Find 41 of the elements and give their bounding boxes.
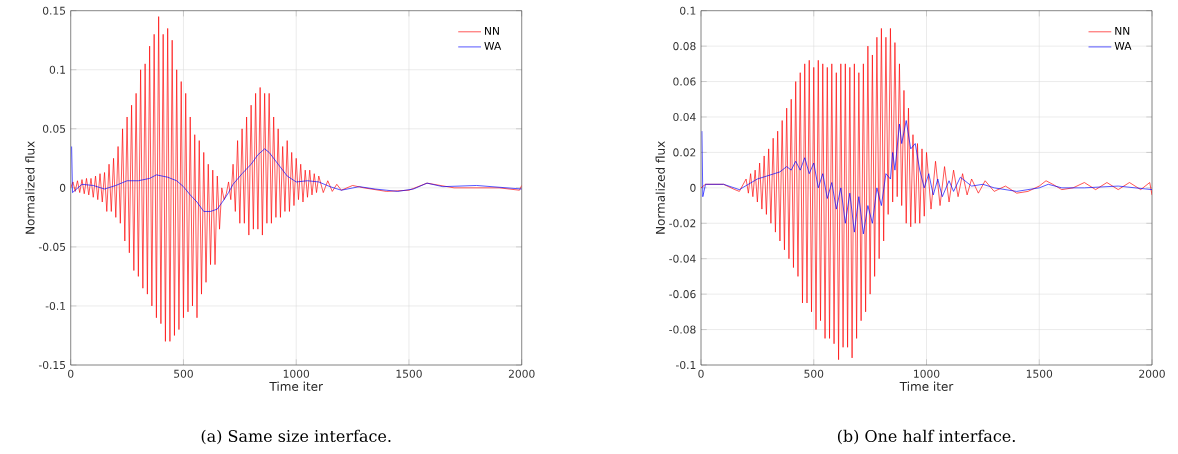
x-tick-label: 1000 [914, 369, 940, 378]
y-tick-label: -0.05 [38, 242, 66, 251]
legend-label: NN [1115, 26, 1130, 35]
y-axis-title: Normalized flux [25, 141, 35, 234]
legend-label: WA [484, 42, 502, 50]
y-tick-label: -0.1 [676, 360, 696, 370]
line-series [71, 146, 522, 212]
x-tick-label: 0 [698, 369, 704, 378]
y-tick-label: -0.08 [669, 325, 696, 334]
y-tick-label: 0.05 [42, 124, 66, 133]
x-axis-title: Time iter [899, 381, 954, 391]
y-tick-label: 0.1 [680, 6, 696, 15]
x-tick-label: 1500 [396, 369, 422, 378]
y-tick-label: 0.15 [42, 6, 66, 15]
legend-label: WA [1114, 42, 1132, 50]
y-tick-label: 0 [59, 183, 66, 192]
y-tick-label: 0 [690, 183, 696, 192]
x-tick-label: 2000 [1139, 369, 1165, 378]
text: (a) Same size interface. [201, 429, 391, 445]
legend-label: NN [485, 26, 499, 35]
line-series [701, 28, 1153, 361]
x-tick-label: 500 [804, 369, 824, 378]
y-tick-label: -0.02 [669, 219, 696, 228]
x-tick-label: 500 [174, 369, 193, 378]
x-tick-label: 0 [68, 369, 74, 378]
y-tick-label: 0.1 [49, 65, 65, 74]
y-tick-label: 0.08 [673, 42, 696, 51]
y-tick-label: -0.04 [669, 254, 696, 263]
text: (b) One half interface. [837, 429, 1015, 445]
y-tick-label: 0.02 [673, 148, 696, 157]
y-axis-title: Normalized flux [655, 141, 665, 234]
y-tick-label: 0.06 [673, 77, 696, 86]
x-tick-label: 2000 [508, 369, 535, 378]
x-tick-label: 1500 [1026, 369, 1053, 378]
x-tick-label: 1000 [283, 369, 310, 378]
y-tick-label: 0.04 [673, 112, 696, 122]
line-series [70, 16, 522, 342]
y-tick-label: -0.15 [38, 360, 66, 370]
y-tick-label: -0.06 [669, 290, 696, 299]
y-tick-label: -0.1 [45, 301, 66, 310]
x-axis-title: Time iter [269, 381, 323, 391]
